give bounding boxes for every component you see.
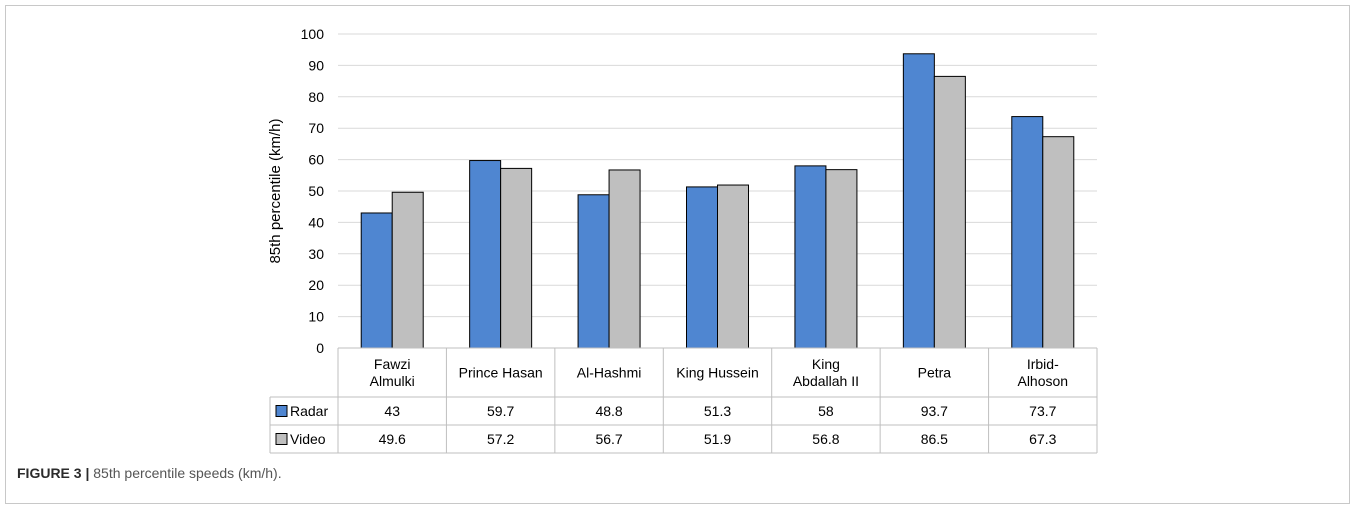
y-tick-label: 10: [308, 309, 324, 325]
data-label-radar: 93.7: [921, 403, 948, 419]
data-label-video: 86.5: [921, 431, 948, 447]
y-tick-label: 80: [308, 89, 324, 105]
bar-video: [1042, 136, 1075, 349]
category-label: Petra: [918, 365, 952, 381]
data-label-radar: 58: [818, 403, 834, 419]
y-tick-label: 20: [308, 277, 324, 293]
y-tick-label: 100: [301, 26, 325, 42]
category-label: Irbid-: [1027, 356, 1059, 372]
data-label-radar: 59.7: [487, 403, 514, 419]
bar-radar: [360, 212, 393, 349]
category-label: Prince Hasan: [459, 365, 543, 381]
y-axis-label: 85th percentile (km/h): [267, 118, 284, 263]
y-tick-label: 70: [308, 120, 324, 136]
category-label: Abdallah II: [793, 373, 859, 389]
bar-video: [717, 184, 749, 349]
caption-text: 85th percentile speeds (km/h).: [89, 465, 282, 481]
category-label: Fawzi: [374, 356, 411, 372]
data-label-video: 67.3: [1029, 431, 1056, 447]
data-label-video: 56.7: [595, 431, 622, 447]
bar-video: [500, 167, 533, 349]
figure-caption: FIGURE 3 | 85th percentile speeds (km/h)…: [17, 465, 282, 481]
bar-radar: [902, 53, 935, 349]
data-label-video: 51.9: [704, 431, 731, 447]
bar-video: [608, 169, 641, 349]
category-label: Almulki: [370, 373, 415, 389]
y-tick-label: 40: [308, 214, 324, 230]
y-tick-label: 50: [308, 183, 324, 199]
category-label: Alhoson: [1017, 373, 1068, 389]
bar-radar: [686, 186, 718, 349]
data-label-video: 56.8: [812, 431, 839, 447]
category-label: King: [812, 356, 840, 372]
legend-key-video: [275, 433, 288, 445]
data-label-video: 49.6: [379, 431, 406, 447]
bar-radar: [794, 165, 827, 349]
bar-video: [391, 191, 424, 349]
category-label: Al-Hashmi: [577, 365, 642, 381]
figure-frame: [5, 5, 1350, 504]
data-label-radar: 73.7: [1029, 403, 1056, 419]
caption-label: FIGURE 3 |: [17, 465, 90, 481]
data-label-radar: 51.3: [704, 403, 731, 419]
y-tick-label: 0: [316, 340, 324, 356]
legend-key-radar: [275, 405, 288, 417]
bar-chart: 0 10 20 30 40 50 60 70 80 90 100 85th percentile (k…: [267, 26, 1098, 454]
category-label: King Hussein: [676, 365, 759, 381]
bar-video: [933, 75, 966, 349]
data-label-radar: 48.8: [595, 403, 622, 419]
y-tick-label: 30: [308, 246, 324, 262]
legend-label-video: Video: [290, 431, 326, 447]
bar-radar: [1011, 116, 1044, 349]
data-label-video: 57.2: [487, 431, 514, 447]
bar-radar: [469, 160, 502, 349]
bar-radar: [577, 194, 610, 349]
bar-video: [825, 169, 858, 349]
y-tick-label: 60: [308, 152, 324, 168]
y-tick-label: 90: [308, 57, 324, 73]
data-label-radar: 43: [384, 403, 400, 419]
legend-label-radar: Radar: [290, 403, 328, 419]
